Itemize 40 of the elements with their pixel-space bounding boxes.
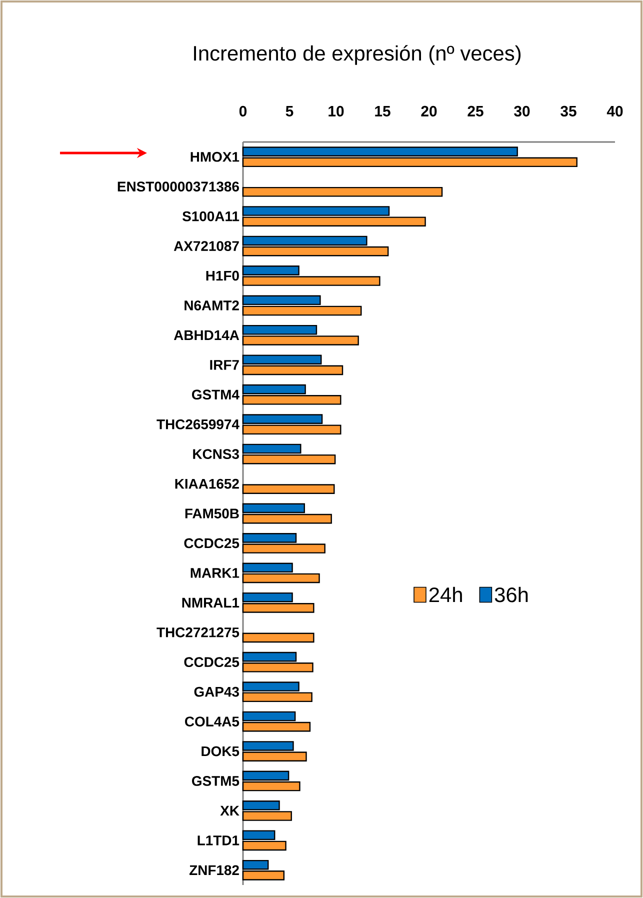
y-tick-label: GSTM4: [192, 390, 240, 400]
x-tick-label: 25: [468, 106, 484, 116]
x-tick-label: 5: [286, 106, 294, 116]
x-tick-label: 15: [375, 106, 390, 116]
y-tick-label: FAM50B: [185, 508, 239, 518]
y-tick-label: S100A11: [182, 211, 240, 222]
x-tick-label: 20: [421, 106, 437, 116]
y-tick-label: KIAA1652: [175, 478, 239, 489]
bar: [242, 186, 443, 197]
y-tick-label: MARK1: [190, 568, 240, 578]
x-tick-label: 40: [606, 106, 623, 116]
y-tick-label: HMOX1: [190, 152, 240, 162]
y-tick-label: GSTM5: [192, 776, 240, 786]
y-tick-label: THC2721275: [156, 627, 240, 638]
y-tick-label: XK: [220, 806, 240, 816]
x-tick-label: 0: [239, 106, 247, 116]
legend-label: 24h: [429, 586, 462, 602]
x-tick-label: 30: [514, 106, 530, 116]
y-tick-label: DOK5: [202, 746, 240, 756]
y-tick-label: CCDC25: [184, 657, 240, 668]
chart-title: Incremento de expresión (nº veces): [194, 45, 521, 65]
y-tick-label: H1F0: [206, 270, 239, 281]
x-tick-label: 10: [328, 106, 344, 116]
y-tick-label: KCNS3: [193, 449, 239, 460]
y-tick-label: L1TD1: [198, 836, 240, 846]
y-tick-label: THC2659974: [156, 419, 240, 430]
y-tick-label: IRF7: [210, 360, 239, 370]
y-tick-label: CCDC25: [184, 538, 240, 548]
y-tick-label: AX721087: [174, 241, 239, 251]
y-tick-label: COL4A5: [185, 716, 240, 726]
x-tick-label: 35: [560, 106, 576, 116]
bar: [242, 632, 314, 643]
y-tick-label: ZNF182: [190, 865, 239, 876]
bar: [242, 484, 335, 494]
y-tick-label: N6AMT2: [184, 300, 239, 310]
y-tick-label: GAP43: [194, 686, 239, 697]
legend-label: 36h: [494, 586, 528, 602]
y-tick-label: ABHD14A: [174, 330, 240, 340]
y-tick-label: ENST00000371386: [118, 182, 239, 192]
y-tick-label: NMRAL1: [182, 598, 240, 608]
